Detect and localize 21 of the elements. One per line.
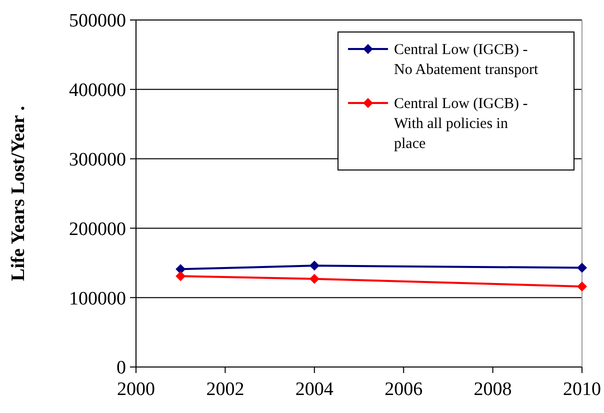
- y-tick-label: 400000: [69, 80, 126, 102]
- x-tick-label: 2000: [117, 379, 155, 400]
- x-tick-label: 2010: [563, 379, 601, 400]
- x-tick-label: 2006: [384, 379, 423, 400]
- x-tick-label: 2008: [474, 379, 512, 400]
- point: [176, 264, 186, 274]
- point: [309, 260, 320, 271]
- x-tick-label: 2002: [206, 379, 244, 400]
- y-axis-title: Life Years Lost/Year .: [8, 106, 29, 282]
- point: [577, 281, 587, 292]
- y-tick-label: 200000: [69, 218, 126, 240]
- y-tick-label: 0: [116, 358, 126, 379]
- y-tick-label: 500000: [69, 10, 126, 32]
- point: [309, 274, 320, 284]
- x-tick-label: 2004: [295, 379, 334, 400]
- y-tick-label: 300000: [69, 149, 126, 170]
- legend-label: Central Low (IGCB) - No Abatement transport: [394, 42, 539, 78]
- point: [176, 271, 186, 282]
- point: [577, 262, 587, 273]
- y-tick-label: 100000: [69, 288, 126, 310]
- legend-label: Central Low (IGCB) - With all policies in place: [394, 96, 528, 152]
